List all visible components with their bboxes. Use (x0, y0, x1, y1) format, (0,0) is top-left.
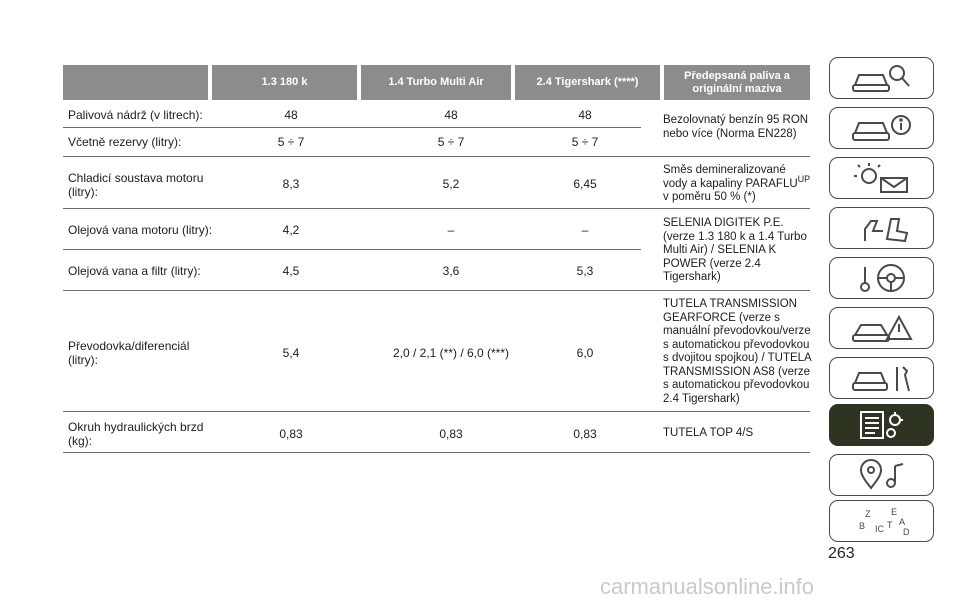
row-value: 2,0 / 2,1 (**) / 6,0 (***) (392, 346, 510, 360)
row-value: 6,45 (573, 177, 597, 191)
row-label: Olejová vana a filtr (litry): (68, 264, 201, 278)
header-1-4-turbo: 1.4 Turbo Multi Air (361, 65, 511, 100)
page-number: 263 (828, 545, 855, 562)
row-divider (63, 290, 810, 291)
row-value: – (581, 223, 589, 237)
row-divider (63, 411, 810, 412)
row-label: Chladicí soustava motoru (litry): (68, 171, 204, 199)
row-value: 4,2 (282, 223, 300, 237)
row-value: 5,3 (576, 264, 594, 278)
chapter-tab-lights-messages[interactable] (829, 157, 934, 199)
row-label: Okruh hydraulických brzd (kg): (68, 420, 204, 448)
row-divider (63, 127, 641, 128)
svg-text:T: T (887, 520, 893, 530)
chapter-tab-servicing[interactable] (829, 357, 934, 399)
chapter-tab-technical-data[interactable] (829, 404, 934, 446)
watermark: carmanualsonline.info (600, 574, 815, 599)
svg-text:E: E (891, 507, 897, 517)
row-value: 0,83 (573, 427, 597, 441)
header-1-3-180k: 1.3 180 k (212, 65, 357, 100)
svg-text:IC: IC (875, 524, 885, 534)
row-value: – (447, 223, 455, 237)
row-divider (63, 156, 810, 157)
fluid-fuel: Bezolovnatý benzín 95 RON nebo více (Nor… (663, 114, 809, 140)
row-divider (63, 452, 810, 453)
svg-text:B: B (859, 521, 865, 531)
car-warning-icon (851, 314, 913, 342)
row-value: 4,5 (282, 264, 300, 278)
fluid-brake: TUTELA TOP 4/S (663, 427, 754, 439)
row-value: 6,0 (576, 346, 594, 360)
light-envelope-icon (853, 163, 908, 193)
svg-text:D: D (903, 527, 910, 537)
alphabet-index-icon: Z E B IC T AD (859, 507, 910, 537)
row-value: 0,83 (439, 427, 463, 441)
row-value: 5 ÷ 7 (277, 135, 305, 149)
chapter-tab-car-search[interactable] (829, 57, 934, 99)
row-value: 48 (444, 108, 458, 122)
car-tools-icon (851, 366, 910, 392)
car-info-icon (851, 115, 911, 141)
header-blank-cell (63, 65, 208, 100)
row-divider (63, 208, 810, 209)
hand-seat-icon (863, 218, 908, 243)
header-2-4-tigershark: 2.4 Tigershark (****) (515, 65, 660, 100)
header-fluids: Předepsaná paliva a originální maziva (664, 65, 810, 100)
row-label: Olejová vana motoru (litry): (68, 223, 213, 237)
chapter-tab-index[interactable]: Z E B IC T A D (829, 500, 934, 542)
steering-wheel-icon (859, 264, 905, 292)
fluid-coolant: Směs demineralizované vody a kapaliny PA… (663, 164, 811, 203)
row-value: 48 (284, 108, 298, 122)
row-divider (63, 249, 641, 250)
fluid-oil: SELENIA DIGITEK P.E. (verze 1.3 180 k a … (663, 217, 807, 283)
row-value: 5,4 (282, 346, 300, 360)
row-label: Včetně rezervy (litry): (68, 135, 182, 149)
row-label: Palivová nádrž (v litrech): (68, 108, 203, 122)
svg-text:A: A (899, 517, 905, 527)
chapter-tab-emergency[interactable] (829, 307, 934, 349)
row-label: Převodovka/diferenciál (litry): (68, 339, 190, 367)
chapter-tab-multimedia[interactable] (829, 454, 934, 496)
row-value: 5 ÷ 7 (437, 135, 465, 149)
map-music-icon (859, 459, 903, 490)
car-search-icon (851, 65, 910, 92)
row-value: 3,6 (442, 264, 460, 278)
row-value: 48 (578, 108, 592, 122)
fluid-transmission: TUTELA TRANSMISSION GEARFORCE (verze s m… (663, 298, 812, 405)
chapter-tab-starting-driving[interactable] (829, 257, 934, 299)
chapter-tab-car-info[interactable] (829, 107, 934, 149)
svg-text:Z: Z (865, 509, 871, 519)
row-value: 0,83 (279, 427, 303, 441)
row-value: 5,2 (442, 177, 460, 191)
chapter-tab-safety[interactable] (829, 207, 934, 249)
gear-list-icon (859, 411, 903, 439)
row-value: 8,3 (282, 177, 300, 191)
row-value: 5 ÷ 7 (571, 135, 599, 149)
